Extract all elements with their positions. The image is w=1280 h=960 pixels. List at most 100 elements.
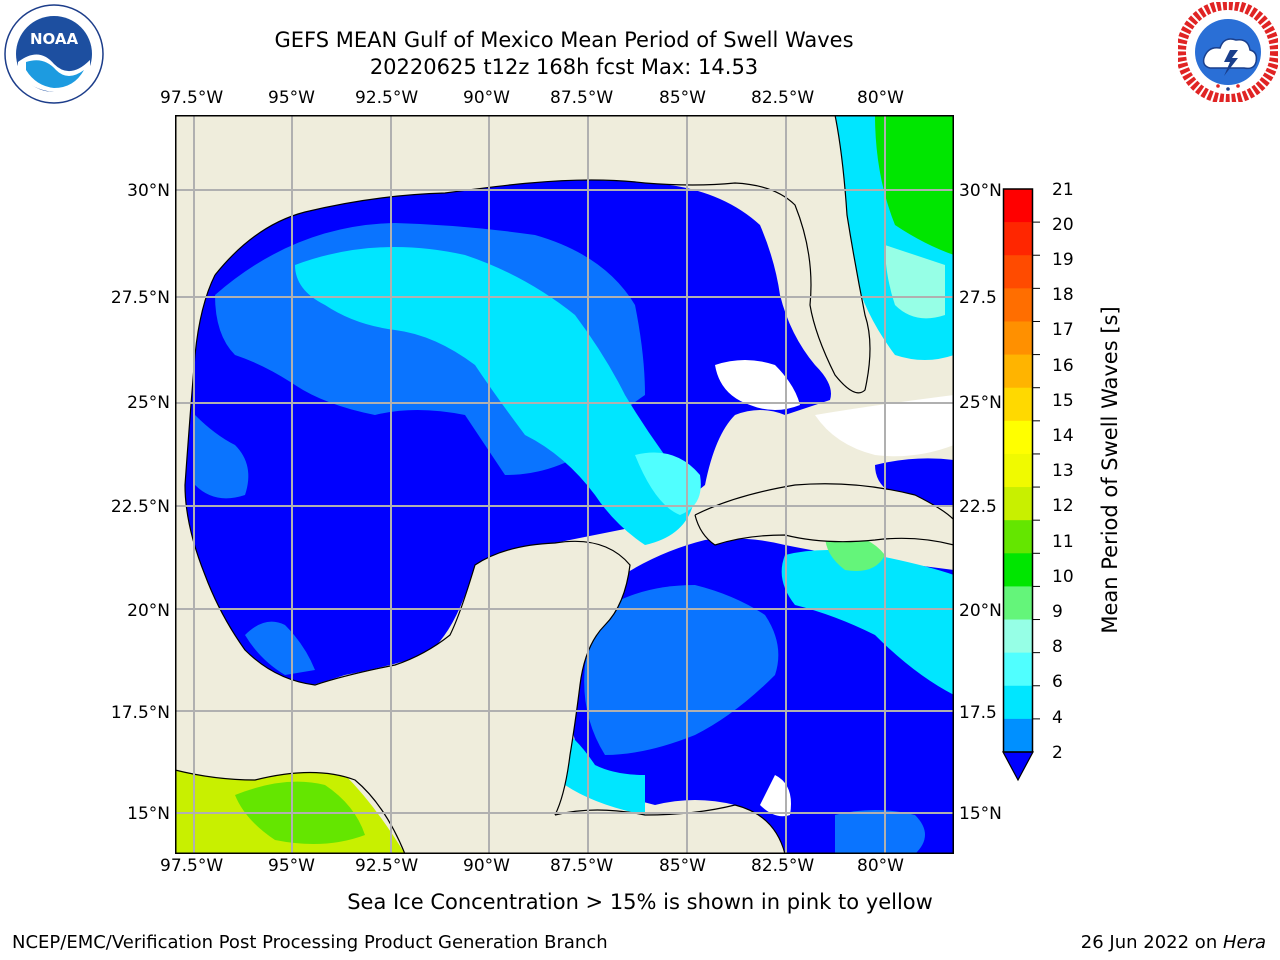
lon-labels-bottom: 97.5°W 95°W 92.5°W 90°W 87.5°W 85°W 82.5… [0,856,1280,878]
colorbar-segment [1003,652,1033,687]
colorbar-tick: 17 [1052,320,1074,340]
coastline [175,769,406,854]
lat-label: 20°N [127,601,170,621]
colorbar-tick: 8 [1052,637,1063,657]
central-america-land [555,805,785,854]
no-data-area [715,360,800,410]
lat-label: 17.5 [959,703,997,723]
lon-label: 85°W [659,856,706,876]
colorbar-segment [1003,553,1033,587]
colorbar-segment [1003,387,1033,422]
colorbar-segment [1003,354,1033,389]
lat-label: 15°N [959,804,1002,824]
colorbar-tick: 12 [1052,496,1074,516]
lat-label: 20°N [959,601,1002,621]
colorbar-tick: 15 [1052,391,1074,411]
lat-label: 25°N [127,393,170,413]
colorbar-tick: 4 [1052,708,1063,728]
lat-labels-right: 30°N 27.5 25°N 22.5 20°N 17.5 15°N [959,0,1009,960]
lon-label: 82.5°W [751,88,815,108]
colorbar-segment [1003,420,1033,455]
lat-label: 22.5 [959,497,997,517]
lat-label: 30°N [127,181,170,201]
colorbar-segment [1003,288,1033,322]
lon-label: 90°W [463,88,510,108]
lon-label: 95°W [268,88,315,108]
lon-label: 80°W [857,856,904,876]
noaa-logo-icon: NOAA [4,4,104,104]
colorbar-segment [1003,453,1033,488]
colorbar [1001,188,1040,782]
lat-label: 25°N [959,393,1002,413]
lat-label: 30°N [959,181,1002,201]
lon-label: 97.5°W [160,88,224,108]
colorbar-tick: 18 [1052,285,1074,305]
lat-labels-left: 30°N 27.5°N 25°N 22.5°N 20°N 17.5°N 15°N [0,0,172,960]
swell-band [885,245,945,319]
colorbar-tick: 21 [1052,180,1074,200]
nws-logo-icon [1176,0,1280,104]
colorbar-segment [1003,718,1033,753]
swell-band [875,115,954,255]
colorbar-tick: 9 [1052,602,1063,622]
colorbar-label-wrap: Mean Period of Swell Waves [s] [1098,0,1122,960]
swell-band [825,534,885,571]
coastline [644,115,871,394]
colorbar-segment [1003,520,1033,554]
footer-machine: Hera [1222,932,1266,953]
swell-band [835,810,925,854]
lon-label: 97.5°W [160,856,224,876]
lon-label: 82.5°W [751,856,815,876]
colorbar-tick: 6 [1052,672,1063,692]
map-title: GEFS MEAN Gulf of Mexico Mean Period of … [274,28,854,52]
footer-date-text: 26 Jun 2022 on [1080,932,1223,953]
footer-date: 26 Jun 2022 on Hera [1081,932,1266,953]
colorbar-label: Mean Period of Swell Waves [s] [1098,306,1122,634]
cuba-land [695,483,954,545]
colorbar-segment [1003,189,1033,223]
colorbar-segment [1003,619,1033,654]
colorbar-tick: 20 [1052,215,1074,235]
colorbar-tick: 14 [1052,426,1074,446]
swell-band [584,585,779,755]
lon-label: 92.5°W [355,88,419,108]
sea-ice-caption: Sea Ice Concentration > 15% is shown in … [347,890,933,914]
lat-label: 27.5°N [110,288,170,308]
colorbar-segment [1003,586,1033,621]
lat-label: 27.5 [959,288,997,308]
colorbar-tick: 13 [1052,461,1074,481]
lon-label: 90°W [463,856,510,876]
lat-label: 15°N [127,804,170,824]
colorbar-tick: 16 [1052,356,1074,376]
map-frame [175,115,954,854]
lon-label: 80°W [857,88,904,108]
colorbar-frame [1002,188,1034,753]
colorbar-tick: 11 [1052,532,1074,552]
map-panel [175,115,954,854]
lon-labels-top: 97.5°W 95°W 92.5°W 90°W 87.5°W 85°W 82.5… [0,88,1280,110]
no-data-area [760,775,791,817]
coastline [184,274,631,816]
lat-label: 22.5°N [110,497,170,517]
lon-label: 87.5°W [550,856,614,876]
swell-band [553,725,645,815]
swell-band [245,621,315,675]
colorbar-tick: 2 [1052,743,1063,763]
colorbar-underflow-triangle [1001,751,1035,782]
swell-band [635,452,701,515]
colorbar-tick: 19 [1052,250,1074,270]
noaa-logo-text: NOAA [30,30,79,48]
colorbar-ticks: 21 20 19 18 17 16 15 14 13 12 11 10 9 8 … [1052,0,1092,960]
colorbar-segment [1003,222,1033,256]
colorbar-tick: 10 [1052,567,1074,587]
swell-band [195,415,249,499]
yucatan-land [275,541,630,854]
map-subtitle: 20220625 t12z 168h fcst Max: 14.53 [369,55,759,79]
lon-label: 85°W [659,88,706,108]
lon-label: 87.5°W [550,88,614,108]
colorbar-segment [1003,321,1033,356]
lat-label: 17.5°N [110,703,170,723]
colorbar-segment [1003,255,1033,289]
colorbar-segment [1003,487,1033,521]
florida-land [645,115,870,393]
